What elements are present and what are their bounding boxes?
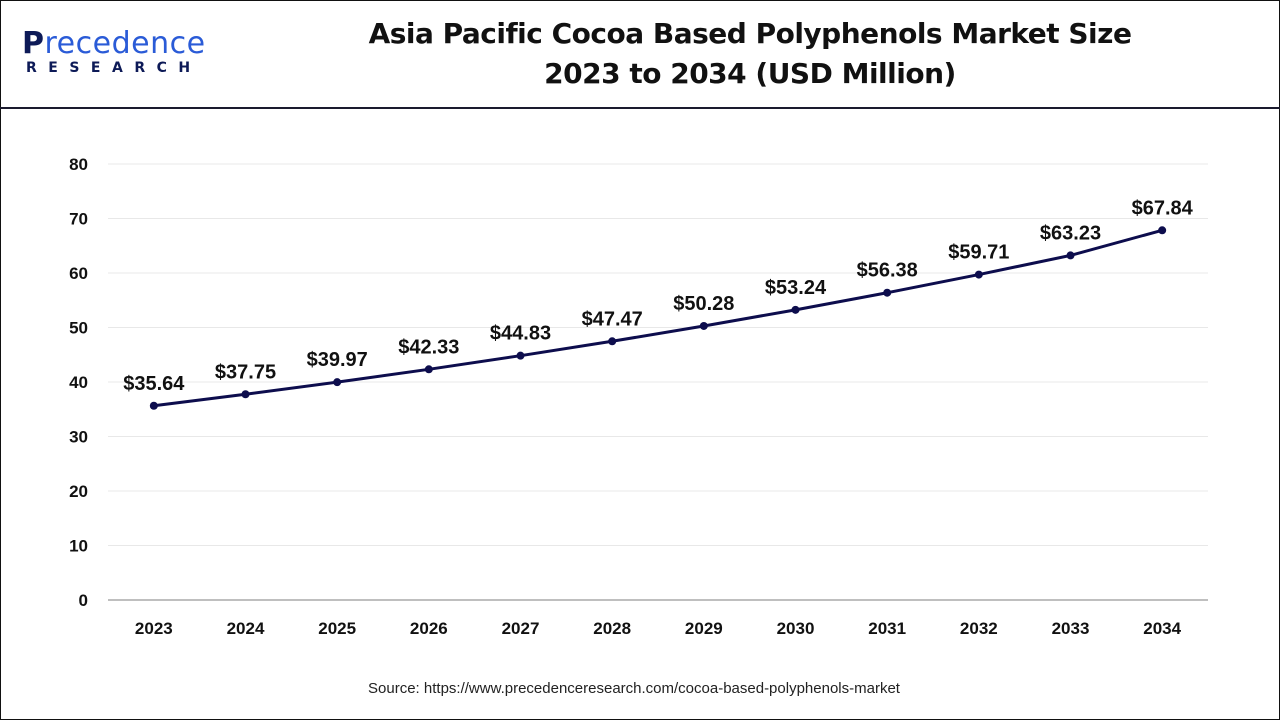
data-label: $59.71 — [948, 242, 1009, 264]
logo-sub-text: RESEARCH — [26, 60, 202, 76]
chart-title: Asia Pacific Cocoa Based Polyphenols Mar… — [300, 14, 1200, 94]
data-point — [883, 288, 892, 297]
data-series — [149, 226, 1167, 410]
data-labels: $35.64 $37.75 $39.97 $42.33 $44.83 $47.47 $50.… — [123, 197, 1193, 394]
x-tick-label: 2027 — [502, 619, 540, 638]
y-tick-label: 0 — [79, 591, 88, 610]
gridlines — [108, 163, 1208, 546]
source-citation: Source: https://www.precedenceresearch.c… — [368, 680, 900, 697]
data-label: $67.84 — [1132, 197, 1194, 219]
header: Precedence RESEARCH Asia Pacific Cocoa B… — [0, 0, 1280, 109]
y-tick-label: 80 — [69, 155, 88, 174]
data-point — [1066, 251, 1075, 260]
data-point — [333, 378, 342, 387]
logo-main-text: Precedence — [22, 26, 206, 61]
data-label: $50.28 — [673, 293, 734, 315]
x-tick-label: 2030 — [777, 619, 815, 638]
y-tick-label: 30 — [69, 428, 88, 447]
y-tick-label: 70 — [69, 210, 88, 229]
data-label: $56.38 — [857, 260, 918, 282]
x-tick-label: 2032 — [960, 619, 998, 638]
x-tick-label: 2029 — [685, 619, 723, 638]
x-tick-label: 2028 — [593, 619, 631, 638]
chart-title-line1: Asia Pacific Cocoa Based Polyphenols Mar… — [368, 17, 1132, 50]
y-axis: 0 10 20 30 40 50 60 70 80 — [69, 155, 88, 610]
y-tick-label: 10 — [69, 537, 88, 556]
y-tick-label: 40 — [69, 373, 88, 392]
x-tick-label: 2024 — [227, 619, 265, 638]
data-point — [791, 305, 800, 314]
data-point — [149, 401, 158, 410]
data-label: $37.75 — [215, 361, 276, 383]
x-tick-label: 2033 — [1052, 619, 1090, 638]
data-point — [974, 270, 983, 279]
x-tick-label: 2023 — [135, 619, 173, 638]
data-point — [1158, 226, 1167, 235]
x-tick-label: 2034 — [1143, 619, 1181, 638]
data-point — [516, 351, 525, 360]
x-tick-label: 2026 — [410, 619, 448, 638]
data-point — [241, 390, 250, 399]
data-point — [424, 365, 433, 374]
data-point — [608, 337, 617, 346]
x-tick-label: 2031 — [868, 619, 906, 638]
chart-title-line2: 2023 to 2034 (USD Million) — [544, 57, 956, 90]
data-label: $47.47 — [582, 308, 643, 330]
data-point — [699, 321, 708, 330]
y-tick-label: 20 — [69, 482, 88, 501]
data-label: $35.64 — [123, 373, 185, 395]
data-label: $39.97 — [307, 349, 368, 371]
data-label: $53.24 — [765, 277, 827, 299]
data-label: $63.23 — [1040, 222, 1101, 244]
y-tick-label: 50 — [69, 319, 88, 338]
data-label: $42.33 — [398, 336, 459, 358]
data-label: $44.83 — [490, 323, 551, 345]
series-line — [153, 228, 1163, 408]
y-tick-label: 60 — [69, 264, 88, 283]
x-tick-label: 2025 — [318, 619, 356, 638]
precedence-research-logo: Precedence RESEARCH — [22, 26, 206, 77]
x-axis: 2023 2024 2025 2026 2027 2028 2029 2030 2031 2032… — [108, 599, 1208, 638]
